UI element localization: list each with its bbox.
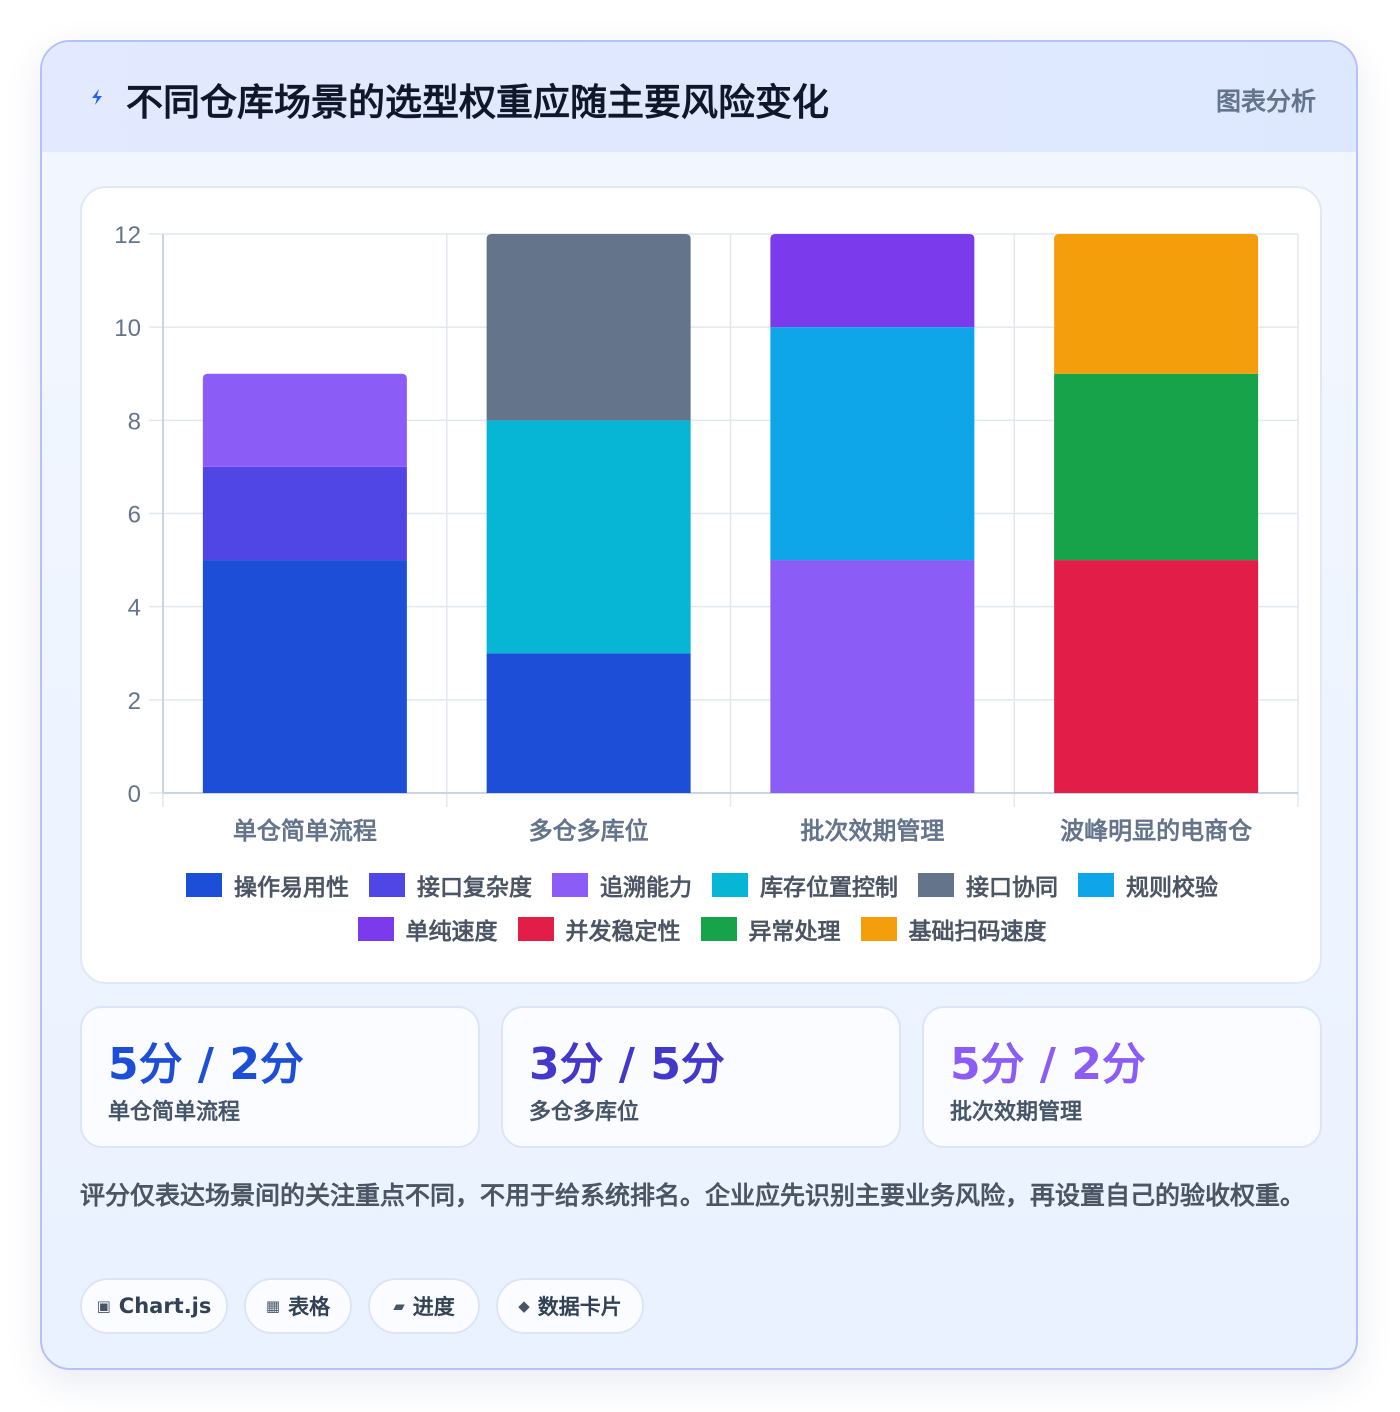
- stat-label: 批次效期管理: [950, 1100, 1083, 1125]
- stat-label: 单仓简单流程: [108, 1100, 241, 1125]
- legend-label: 接口协同: [966, 875, 1058, 901]
- legend-row-2: 单纯速度 并发稳定性 异常处理 基础扫码速度: [112, 912, 1292, 946]
- legend-item[interactable]: 操作易用性: [186, 868, 349, 902]
- legend-item[interactable]: 接口协同: [918, 868, 1058, 902]
- chart-card: 不同仓库场景的选型权重应随主要风险变化 图表分析 0 2 4 6 8 10 12 单仓简单流程…: [40, 40, 1358, 1370]
- bar-segment: [486, 234, 691, 421]
- legend-swatch: [357, 917, 394, 941]
- legend-item[interactable]: 库存位置控制: [712, 868, 898, 902]
- chip-table[interactable]: ▦ 表格: [244, 1278, 352, 1334]
- chip-progress[interactable]: ▰ 进度: [368, 1278, 480, 1334]
- bar-segment: [202, 373, 407, 467]
- legend-item[interactable]: 接口复杂度: [369, 868, 532, 902]
- stacked-bar-chart: 0 2 4 6 8 10 12 单仓简单流程 多仓多库位 批次效期管理 波峰明显的电商仓: [114, 222, 1299, 845]
- x-tick-label: 波峰明显的电商仓: [1060, 817, 1253, 845]
- legend-swatch: [918, 873, 954, 897]
- legend-row-1: 操作易用性 接口复杂度 追溯能力 库存位置控制 接口协同 规则校验: [112, 868, 1292, 902]
- stat-card-batch-expiry: 5分 / 2分 批次效期管理: [922, 1006, 1322, 1148]
- stat-label: 多仓多库位: [529, 1100, 640, 1125]
- chip-data-card[interactable]: ◆ 数据卡片: [496, 1278, 644, 1334]
- legend-swatch: [517, 917, 554, 941]
- legend-swatch: [186, 873, 222, 897]
- legend-label: 并发稳定性: [565, 919, 681, 945]
- bar-segment: [1054, 234, 1259, 374]
- y-tick-label: 0: [128, 781, 141, 808]
- y-tick-label: 8: [128, 408, 141, 435]
- card-header: 不同仓库场景的选型权重应随主要风险变化 图表分析: [42, 42, 1356, 152]
- legend-item[interactable]: 基础扫码速度: [860, 912, 1047, 946]
- table-icon: ▦: [265, 1297, 281, 1315]
- chip-label: 表格: [288, 1295, 331, 1319]
- bar-segment: [770, 560, 975, 793]
- lightning-icon: [92, 89, 102, 105]
- legend-swatch: [552, 873, 588, 897]
- legend-label: 库存位置控制: [760, 875, 898, 901]
- legend-label: 规则校验: [1126, 875, 1218, 901]
- legend-swatch: [369, 873, 405, 897]
- legend-swatch: [860, 917, 897, 941]
- bar-segment: [770, 234, 975, 328]
- legend-swatch: [712, 873, 748, 897]
- stat-card-multi-warehouse: 3分 / 5分 多仓多库位: [501, 1006, 901, 1148]
- legend-item[interactable]: 异常处理: [700, 912, 841, 946]
- category-tag: 图表分析: [1215, 87, 1316, 116]
- legend-item[interactable]: 并发稳定性: [517, 912, 681, 946]
- y-tick-label: 2: [128, 688, 141, 715]
- bar-segment: [486, 420, 691, 654]
- bar-segment: [1054, 373, 1259, 561]
- stat-value: 3分 / 5分: [529, 1039, 725, 1090]
- x-tick-label: 单仓简单流程: [233, 817, 377, 845]
- stat-value: 5分 / 2分: [950, 1039, 1146, 1090]
- legend-label: 追溯能力: [600, 875, 692, 901]
- x-tick-label: 多仓多库位: [529, 817, 649, 845]
- y-tick-label: 12: [114, 222, 141, 249]
- bar-segment: [202, 466, 407, 561]
- chart-panel: 0 2 4 6 8 10 12 单仓简单流程 多仓多库位 批次效期管理 波峰明显的电商仓 操作易用性…: [80, 186, 1322, 984]
- legend-label: 基础扫码速度: [908, 919, 1047, 945]
- legend-label: 接口复杂度: [417, 875, 532, 901]
- progress-icon: ▰: [393, 1297, 405, 1315]
- legend-item[interactable]: 规则校验: [1078, 868, 1218, 902]
- bar-segment: [1054, 560, 1259, 793]
- legend-swatch: [700, 917, 737, 941]
- legend-item[interactable]: 追溯能力: [552, 868, 692, 902]
- x-tick-label: 批次效期管理: [800, 817, 944, 845]
- legend-label: 单纯速度: [405, 919, 498, 945]
- bar-segment: [202, 560, 407, 793]
- legend-swatch: [1078, 873, 1114, 897]
- chip-label: 进度: [412, 1295, 455, 1319]
- chip-label: Chart.js: [118, 1294, 212, 1318]
- chart-icon: ▣: [96, 1297, 111, 1315]
- legend-label: 操作易用性: [234, 875, 349, 901]
- y-tick-label: 4: [128, 595, 141, 622]
- y-tick-label: 6: [128, 502, 141, 529]
- stat-value: 5分 / 2分: [108, 1039, 304, 1090]
- bar-segment: [486, 653, 691, 793]
- page-title: 不同仓库场景的选型权重应随主要风险变化: [126, 81, 829, 124]
- legend-item[interactable]: 单纯速度: [357, 912, 498, 946]
- footnote: 评分仅表达场景间的关注重点不同，不用于给系统排名。企业应先识别主要业务风险，再设…: [80, 1181, 1306, 1210]
- data-card-icon: ◆: [518, 1297, 530, 1315]
- chip-label: 数据卡片: [537, 1295, 622, 1319]
- chip-chartjs[interactable]: ▣ Chart.js: [80, 1278, 228, 1334]
- y-tick-label: 10: [114, 315, 141, 342]
- legend-label: 异常处理: [748, 919, 841, 945]
- bar-segment: [770, 327, 975, 561]
- stat-card-single-warehouse: 5分 / 2分 单仓简单流程: [80, 1006, 480, 1148]
